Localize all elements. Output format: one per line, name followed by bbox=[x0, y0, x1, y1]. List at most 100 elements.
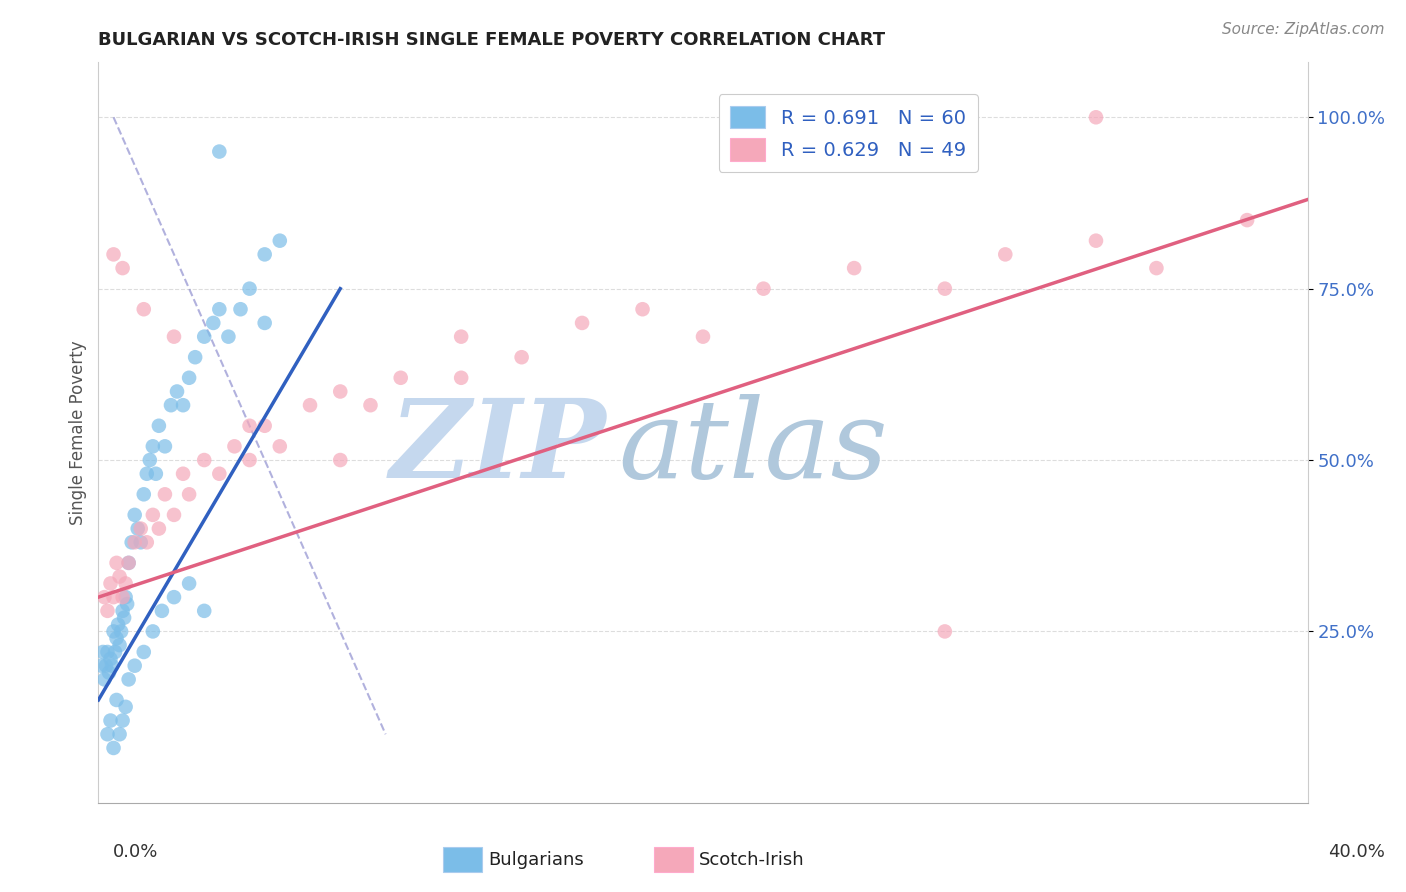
Point bbox=[94, 658, 117, 673]
Point bbox=[115, 597, 138, 611]
Point bbox=[135, 535, 157, 549]
Point bbox=[269, 439, 291, 453]
Point bbox=[631, 302, 654, 317]
Point bbox=[111, 714, 134, 728]
Point bbox=[112, 610, 135, 624]
Point bbox=[160, 398, 183, 412]
Point bbox=[98, 665, 121, 680]
Point bbox=[208, 145, 231, 159]
Text: Scotch-Irish: Scotch-Irish bbox=[699, 851, 804, 869]
Point bbox=[90, 658, 112, 673]
Point bbox=[101, 658, 124, 673]
Point bbox=[1146, 261, 1168, 276]
Point bbox=[121, 535, 143, 549]
Point bbox=[93, 673, 115, 687]
Point bbox=[163, 329, 186, 343]
Text: 40.0%: 40.0% bbox=[1329, 843, 1385, 861]
Point bbox=[172, 467, 194, 481]
Point bbox=[93, 590, 115, 604]
Point bbox=[114, 590, 136, 604]
Point bbox=[124, 508, 146, 522]
Point bbox=[1085, 234, 1108, 248]
Point bbox=[510, 350, 533, 364]
Point bbox=[217, 329, 239, 343]
Point bbox=[108, 727, 131, 741]
Point bbox=[111, 590, 134, 604]
Point bbox=[153, 487, 176, 501]
Y-axis label: Single Female Poverty: Single Female Poverty bbox=[69, 341, 87, 524]
Point bbox=[844, 261, 866, 276]
Point bbox=[166, 384, 188, 399]
Point bbox=[1236, 213, 1258, 227]
Point bbox=[571, 316, 593, 330]
Point bbox=[229, 302, 252, 317]
Point bbox=[100, 652, 122, 666]
Point bbox=[105, 693, 128, 707]
Point bbox=[239, 282, 262, 296]
Point bbox=[193, 604, 215, 618]
Point bbox=[148, 522, 170, 536]
Point bbox=[103, 741, 125, 756]
Point bbox=[142, 508, 165, 522]
Text: Source: ZipAtlas.com: Source: ZipAtlas.com bbox=[1222, 22, 1385, 37]
Point bbox=[193, 453, 215, 467]
Text: Bulgarians: Bulgarians bbox=[488, 851, 583, 869]
Legend: R = 0.691   N = 60, R = 0.629   N = 49: R = 0.691 N = 60, R = 0.629 N = 49 bbox=[718, 95, 977, 172]
Point bbox=[100, 714, 122, 728]
Point bbox=[163, 590, 186, 604]
Point bbox=[132, 645, 155, 659]
Point bbox=[202, 316, 225, 330]
Point bbox=[253, 316, 276, 330]
Point bbox=[91, 645, 114, 659]
Point bbox=[450, 371, 472, 385]
Point bbox=[132, 487, 155, 501]
Point bbox=[124, 658, 146, 673]
Point bbox=[329, 453, 352, 467]
Point bbox=[179, 576, 201, 591]
Point bbox=[129, 535, 152, 549]
Point bbox=[132, 302, 155, 317]
Point bbox=[208, 302, 231, 317]
Point bbox=[994, 247, 1017, 261]
Point bbox=[100, 576, 122, 591]
Point bbox=[148, 418, 170, 433]
Point bbox=[150, 604, 173, 618]
Point bbox=[114, 576, 136, 591]
Point bbox=[108, 569, 131, 583]
Point bbox=[450, 329, 472, 343]
Text: BULGARIAN VS SCOTCH-IRISH SINGLE FEMALE POVERTY CORRELATION CHART: BULGARIAN VS SCOTCH-IRISH SINGLE FEMALE … bbox=[98, 31, 886, 49]
Point bbox=[96, 604, 118, 618]
Point bbox=[105, 632, 128, 646]
Text: 0.0%: 0.0% bbox=[112, 843, 157, 861]
Point bbox=[103, 624, 125, 639]
Point bbox=[96, 727, 118, 741]
Point bbox=[389, 371, 412, 385]
Point bbox=[239, 418, 262, 433]
Point bbox=[129, 522, 152, 536]
Point bbox=[934, 624, 956, 639]
Point bbox=[299, 398, 322, 412]
Point bbox=[692, 329, 714, 343]
Point bbox=[96, 645, 118, 659]
Point bbox=[179, 371, 201, 385]
Point bbox=[752, 282, 775, 296]
Point bbox=[253, 247, 276, 261]
Point bbox=[934, 282, 956, 296]
Point bbox=[163, 508, 186, 522]
Text: ZIP: ZIP bbox=[389, 393, 606, 501]
Point bbox=[239, 453, 262, 467]
Point bbox=[193, 329, 215, 343]
Point bbox=[224, 439, 246, 453]
Point bbox=[108, 638, 131, 652]
Text: atlas: atlas bbox=[619, 393, 889, 501]
Point bbox=[172, 398, 194, 412]
Point bbox=[104, 645, 127, 659]
Point bbox=[135, 467, 157, 481]
Point bbox=[111, 604, 134, 618]
Point bbox=[118, 673, 141, 687]
Point bbox=[107, 617, 129, 632]
Point bbox=[153, 439, 176, 453]
Point bbox=[142, 439, 165, 453]
Point bbox=[118, 556, 141, 570]
Point bbox=[329, 384, 352, 399]
